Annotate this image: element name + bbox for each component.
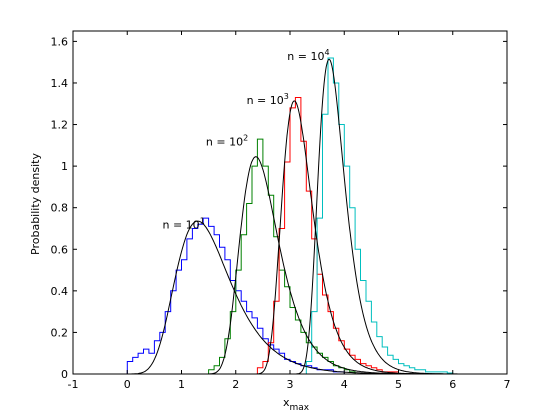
annotation-exponent: 4 xyxy=(324,48,329,57)
histogram-series-1 xyxy=(126,217,345,374)
annotation-text: n = 10 xyxy=(163,218,200,231)
y-tick-label: 0.6 xyxy=(51,243,69,256)
x-tick-label: 0 xyxy=(124,378,131,391)
x-axis-label-main: x xyxy=(283,396,290,409)
annotation-n-10-3: n = 103 xyxy=(247,92,289,107)
x-tick-label: 3 xyxy=(287,378,294,391)
plot-layer xyxy=(89,57,507,375)
tick-layer: -1 0 1 2 3 4 5 6 700.20.40.60.811.21.41.6 xyxy=(51,31,511,391)
x-axis-label-sub: max xyxy=(290,403,310,413)
annotation-n-10-2: n = 102 xyxy=(206,133,248,148)
x-axis-label: xmax xyxy=(283,396,310,413)
y-tick-label: 0.4 xyxy=(51,285,69,298)
x-tick-label: -1 xyxy=(68,378,79,391)
x-tick-label: 4 xyxy=(341,378,348,391)
y-tick-label: 1.4 xyxy=(51,77,69,90)
x-tick-label: 5 xyxy=(395,378,402,391)
y-tick-label: 0.2 xyxy=(51,326,69,339)
y-tick-label: 0.8 xyxy=(51,202,69,215)
y-tick-label: 0 xyxy=(61,368,68,381)
histogram-series-4 xyxy=(305,57,454,374)
annotation-n-10-4: n = 104 xyxy=(287,48,329,63)
y-tick-label: 1 xyxy=(61,160,68,173)
annotation-text: n = 10 xyxy=(247,94,284,107)
x-tick-label: 7 xyxy=(504,378,511,391)
annotation-n-10-1: n = 101 xyxy=(163,216,205,231)
x-tick-label: 6 xyxy=(449,378,456,391)
annotation-exponent: 3 xyxy=(284,92,289,101)
histogram-series-2 xyxy=(208,138,356,374)
x-tick-label: 2 xyxy=(232,378,239,391)
histogram-series-3 xyxy=(256,97,399,374)
annotation-exponent: 1 xyxy=(200,216,205,225)
y-tick-label: 1.2 xyxy=(51,119,69,132)
x-tick-label: 1 xyxy=(178,378,185,391)
annotation-text: n = 10 xyxy=(206,135,243,148)
y-axis-label: Probability density xyxy=(29,153,42,255)
y-tick-label: 1.6 xyxy=(51,35,69,48)
annotation-text: n = 10 xyxy=(287,50,324,63)
annotation-exponent: 2 xyxy=(243,133,248,142)
